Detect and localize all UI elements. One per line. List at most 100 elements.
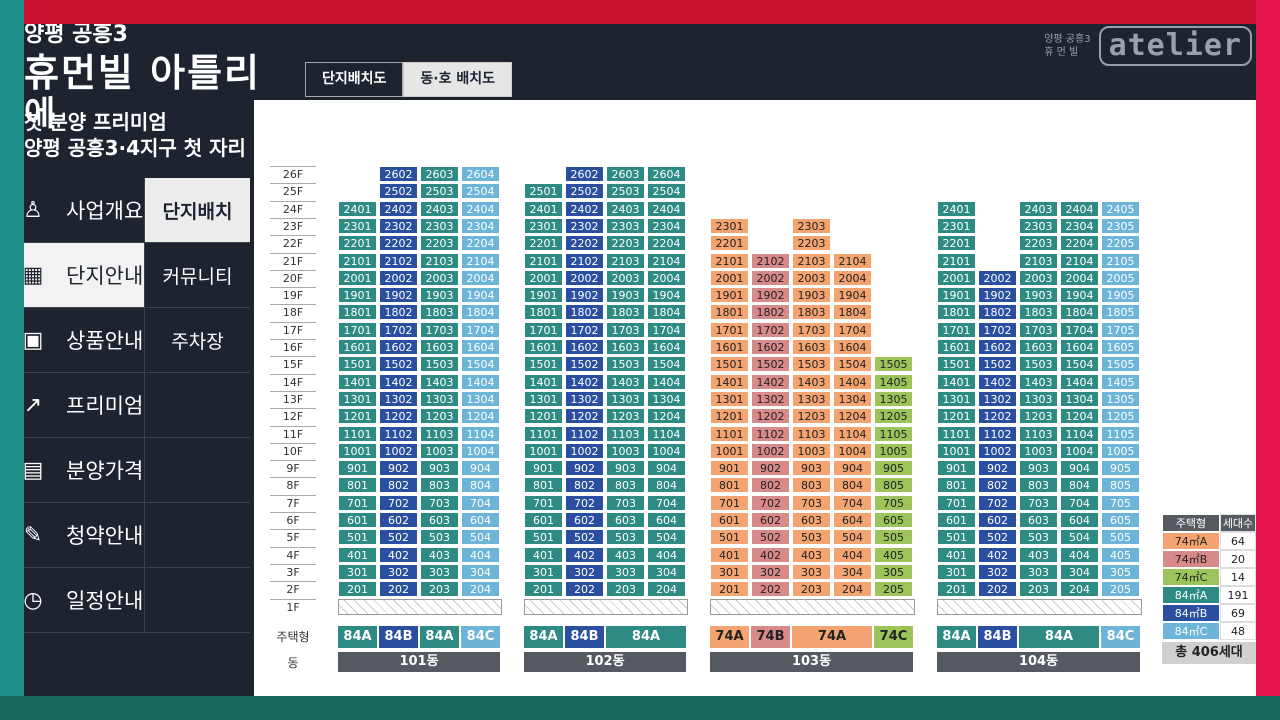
- unit-cell[interactable]: 1905: [1101, 287, 1140, 304]
- unit-cell[interactable]: 2403: [420, 200, 459, 217]
- unit-cell[interactable]: 1102: [565, 425, 604, 442]
- unit-cell[interactable]: 2302: [379, 217, 418, 234]
- unit-cell[interactable]: 1802: [565, 304, 604, 321]
- unit-cell[interactable]: 2401: [937, 200, 976, 217]
- unit-cell[interactable]: 2603: [606, 166, 645, 182]
- unit-cell[interactable]: 1203: [792, 408, 831, 425]
- unit-cell[interactable]: 2003: [1019, 269, 1058, 286]
- unit-cell[interactable]: 501: [338, 529, 377, 546]
- unit-cell[interactable]: 904: [833, 460, 872, 477]
- unit-cell[interactable]: 802: [379, 477, 418, 494]
- unit-cell[interactable]: 804: [647, 477, 686, 494]
- unit-cell[interactable]: 2001: [937, 269, 976, 286]
- unit-cell[interactable]: 702: [751, 494, 790, 511]
- unit-cell[interactable]: 1702: [751, 321, 790, 338]
- unit-cell[interactable]: 904: [647, 460, 686, 477]
- unit-cell[interactable]: 1702: [379, 321, 418, 338]
- unit-cell[interactable]: 403: [420, 546, 459, 563]
- unit-cell[interactable]: 801: [338, 477, 377, 494]
- unit-cell[interactable]: 703: [606, 494, 645, 511]
- unit-cell[interactable]: 1601: [338, 339, 377, 355]
- unit-cell[interactable]: 1303: [792, 390, 831, 407]
- unit-cell[interactable]: 2003: [420, 269, 459, 286]
- unit-cell[interactable]: 2403: [1019, 200, 1058, 217]
- unit-cell[interactable]: 903: [1019, 460, 1058, 477]
- unit-cell[interactable]: 701: [710, 494, 749, 511]
- unit-cell[interactable]: 2105: [1101, 252, 1140, 269]
- unit-cell[interactable]: 1404: [647, 373, 686, 390]
- unit-cell[interactable]: 2201: [524, 235, 563, 252]
- unit-cell[interactable]: 1904: [1060, 287, 1099, 304]
- unit-cell[interactable]: 702: [978, 494, 1017, 511]
- unit-cell[interactable]: 1804: [1060, 304, 1099, 321]
- unit-cell[interactable]: 1105: [874, 425, 913, 442]
- unit-cell[interactable]: 2404: [647, 200, 686, 217]
- unit-cell[interactable]: 903: [792, 460, 831, 477]
- unit-cell[interactable]: 2201: [937, 235, 976, 252]
- unit-cell[interactable]: 502: [751, 529, 790, 546]
- unit-cell[interactable]: 2604: [461, 166, 500, 182]
- unit-cell[interactable]: 1204: [1060, 408, 1099, 425]
- unit-cell[interactable]: 1501: [524, 356, 563, 373]
- unit-cell[interactable]: 1301: [937, 390, 976, 407]
- unit-cell[interactable]: 1803: [1019, 304, 1058, 321]
- unit-cell[interactable]: 2504: [647, 183, 686, 200]
- unit-cell[interactable]: 1003: [792, 442, 831, 459]
- unit-cell[interactable]: 402: [751, 546, 790, 563]
- unit-cell[interactable]: 2203: [420, 235, 459, 252]
- unit-cell[interactable]: 302: [978, 563, 1017, 580]
- unit-cell[interactable]: 2301: [338, 217, 377, 234]
- unit-cell[interactable]: 1002: [751, 442, 790, 459]
- unit-cell[interactable]: 2104: [1060, 252, 1099, 269]
- unit-cell[interactable]: 1702: [565, 321, 604, 338]
- unit-cell[interactable]: 304: [647, 563, 686, 580]
- unit-cell[interactable]: 1103: [420, 425, 459, 442]
- unit-cell[interactable]: 2502: [379, 183, 418, 200]
- unit-cell[interactable]: 1104: [461, 425, 500, 442]
- unit-cell[interactable]: 802: [565, 477, 604, 494]
- unit-cell[interactable]: 504: [833, 529, 872, 546]
- unit-cell[interactable]: 902: [978, 460, 1017, 477]
- unit-cell[interactable]: 604: [647, 512, 686, 528]
- unit-cell[interactable]: 1301: [338, 390, 377, 407]
- unit-cell[interactable]: 205: [874, 581, 913, 598]
- unit-cell[interactable]: 2202: [379, 235, 418, 252]
- unit-cell[interactable]: 701: [524, 494, 563, 511]
- unit-cell[interactable]: 1701: [937, 321, 976, 338]
- unit-cell[interactable]: 2102: [565, 252, 604, 269]
- unit-cell[interactable]: 1003: [606, 442, 645, 459]
- unit-cell[interactable]: 1802: [751, 304, 790, 321]
- unit-cell[interactable]: 1202: [565, 408, 604, 425]
- unit-cell[interactable]: 1601: [710, 339, 749, 355]
- unit-cell[interactable]: 1001: [524, 442, 563, 459]
- unit-cell[interactable]: 1902: [379, 287, 418, 304]
- unit-cell[interactable]: 1201: [710, 408, 749, 425]
- unit-cell[interactable]: 2002: [978, 269, 1017, 286]
- unit-cell[interactable]: 1603: [420, 339, 459, 355]
- unit-cell[interactable]: 1403: [606, 373, 645, 390]
- unit-cell[interactable]: 1803: [420, 304, 459, 321]
- unit-cell[interactable]: 2204: [461, 235, 500, 252]
- unit-cell[interactable]: 2401: [524, 200, 563, 217]
- unit-cell[interactable]: 604: [461, 512, 500, 528]
- unit-cell[interactable]: 702: [379, 494, 418, 511]
- unit-cell[interactable]: 605: [1101, 512, 1140, 528]
- unit-cell[interactable]: 301: [710, 563, 749, 580]
- unit-cell[interactable]: 2001: [524, 269, 563, 286]
- unit-cell[interactable]: 1504: [461, 356, 500, 373]
- unit-cell[interactable]: 204: [461, 581, 500, 598]
- unit-cell[interactable]: 203: [420, 581, 459, 598]
- unit-cell[interactable]: 2101: [524, 252, 563, 269]
- unit-cell[interactable]: 2504: [461, 183, 500, 200]
- unit-cell[interactable]: 303: [1019, 563, 1058, 580]
- unit-cell[interactable]: 605: [874, 512, 913, 528]
- unit-cell[interactable]: 1604: [647, 339, 686, 355]
- unit-cell[interactable]: 1502: [565, 356, 604, 373]
- unit-cell[interactable]: 2103: [1019, 252, 1058, 269]
- unit-cell[interactable]: 1403: [1019, 373, 1058, 390]
- unit-cell[interactable]: 501: [937, 529, 976, 546]
- unit-cell[interactable]: 402: [565, 546, 604, 563]
- unit-cell[interactable]: 1801: [937, 304, 976, 321]
- unit-cell[interactable]: 804: [461, 477, 500, 494]
- unit-cell[interactable]: 1501: [937, 356, 976, 373]
